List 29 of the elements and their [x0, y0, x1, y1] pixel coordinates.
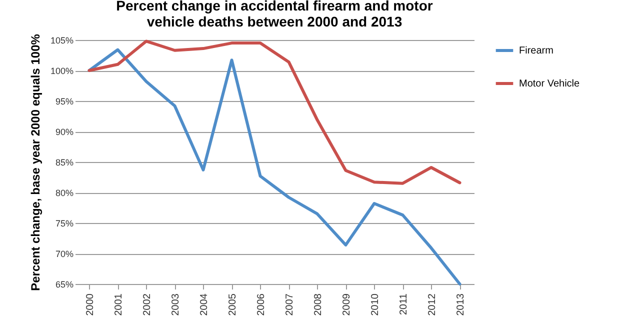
x-tick-label: 2001: [113, 293, 124, 316]
legend-label: Firearm: [519, 46, 554, 56]
x-tick-label: 2011: [398, 293, 410, 316]
x-tick-label: 2002: [142, 293, 153, 316]
line-series: [88, 48, 462, 286]
x-tick-label: 2003: [170, 293, 182, 316]
x-tick-label: 2006: [256, 293, 267, 316]
y-tick-label: 75%: [55, 218, 74, 228]
x-tick-label: 2010: [370, 293, 381, 316]
x-tick-label: 2005: [227, 293, 238, 316]
y-tick-label: 100%: [50, 66, 74, 76]
x-tick-label: 2000: [84, 293, 96, 316]
y-tick-label: 95%: [55, 96, 74, 106]
chart-title: Percent change in accidental firearm and motor vehicle deaths between 2000 and 2013: [116, 0, 434, 30]
y-axis-title: Percent change, base year 2000 equals 100%: [28, 34, 42, 291]
y-tick-label: 90%: [55, 127, 74, 137]
y-tick-label: 105%: [50, 36, 74, 46]
x-tick-label: 2008: [312, 293, 324, 316]
line-series: [88, 40, 462, 185]
y-tick-label: 65%: [55, 280, 74, 290]
x-tick-label: 2004: [198, 293, 210, 316]
x-tick-label: 2007: [284, 293, 296, 316]
y-tick-label: 80%: [55, 188, 74, 198]
x-tick-label: 2012: [426, 293, 438, 316]
y-tick-label: 70%: [55, 249, 74, 259]
x-tick-label: 2013: [455, 293, 466, 316]
x-tick-label: 2009: [341, 293, 352, 316]
legend-label: Motor Vehicle: [519, 78, 580, 90]
y-tick-label: 85%: [55, 158, 74, 168]
